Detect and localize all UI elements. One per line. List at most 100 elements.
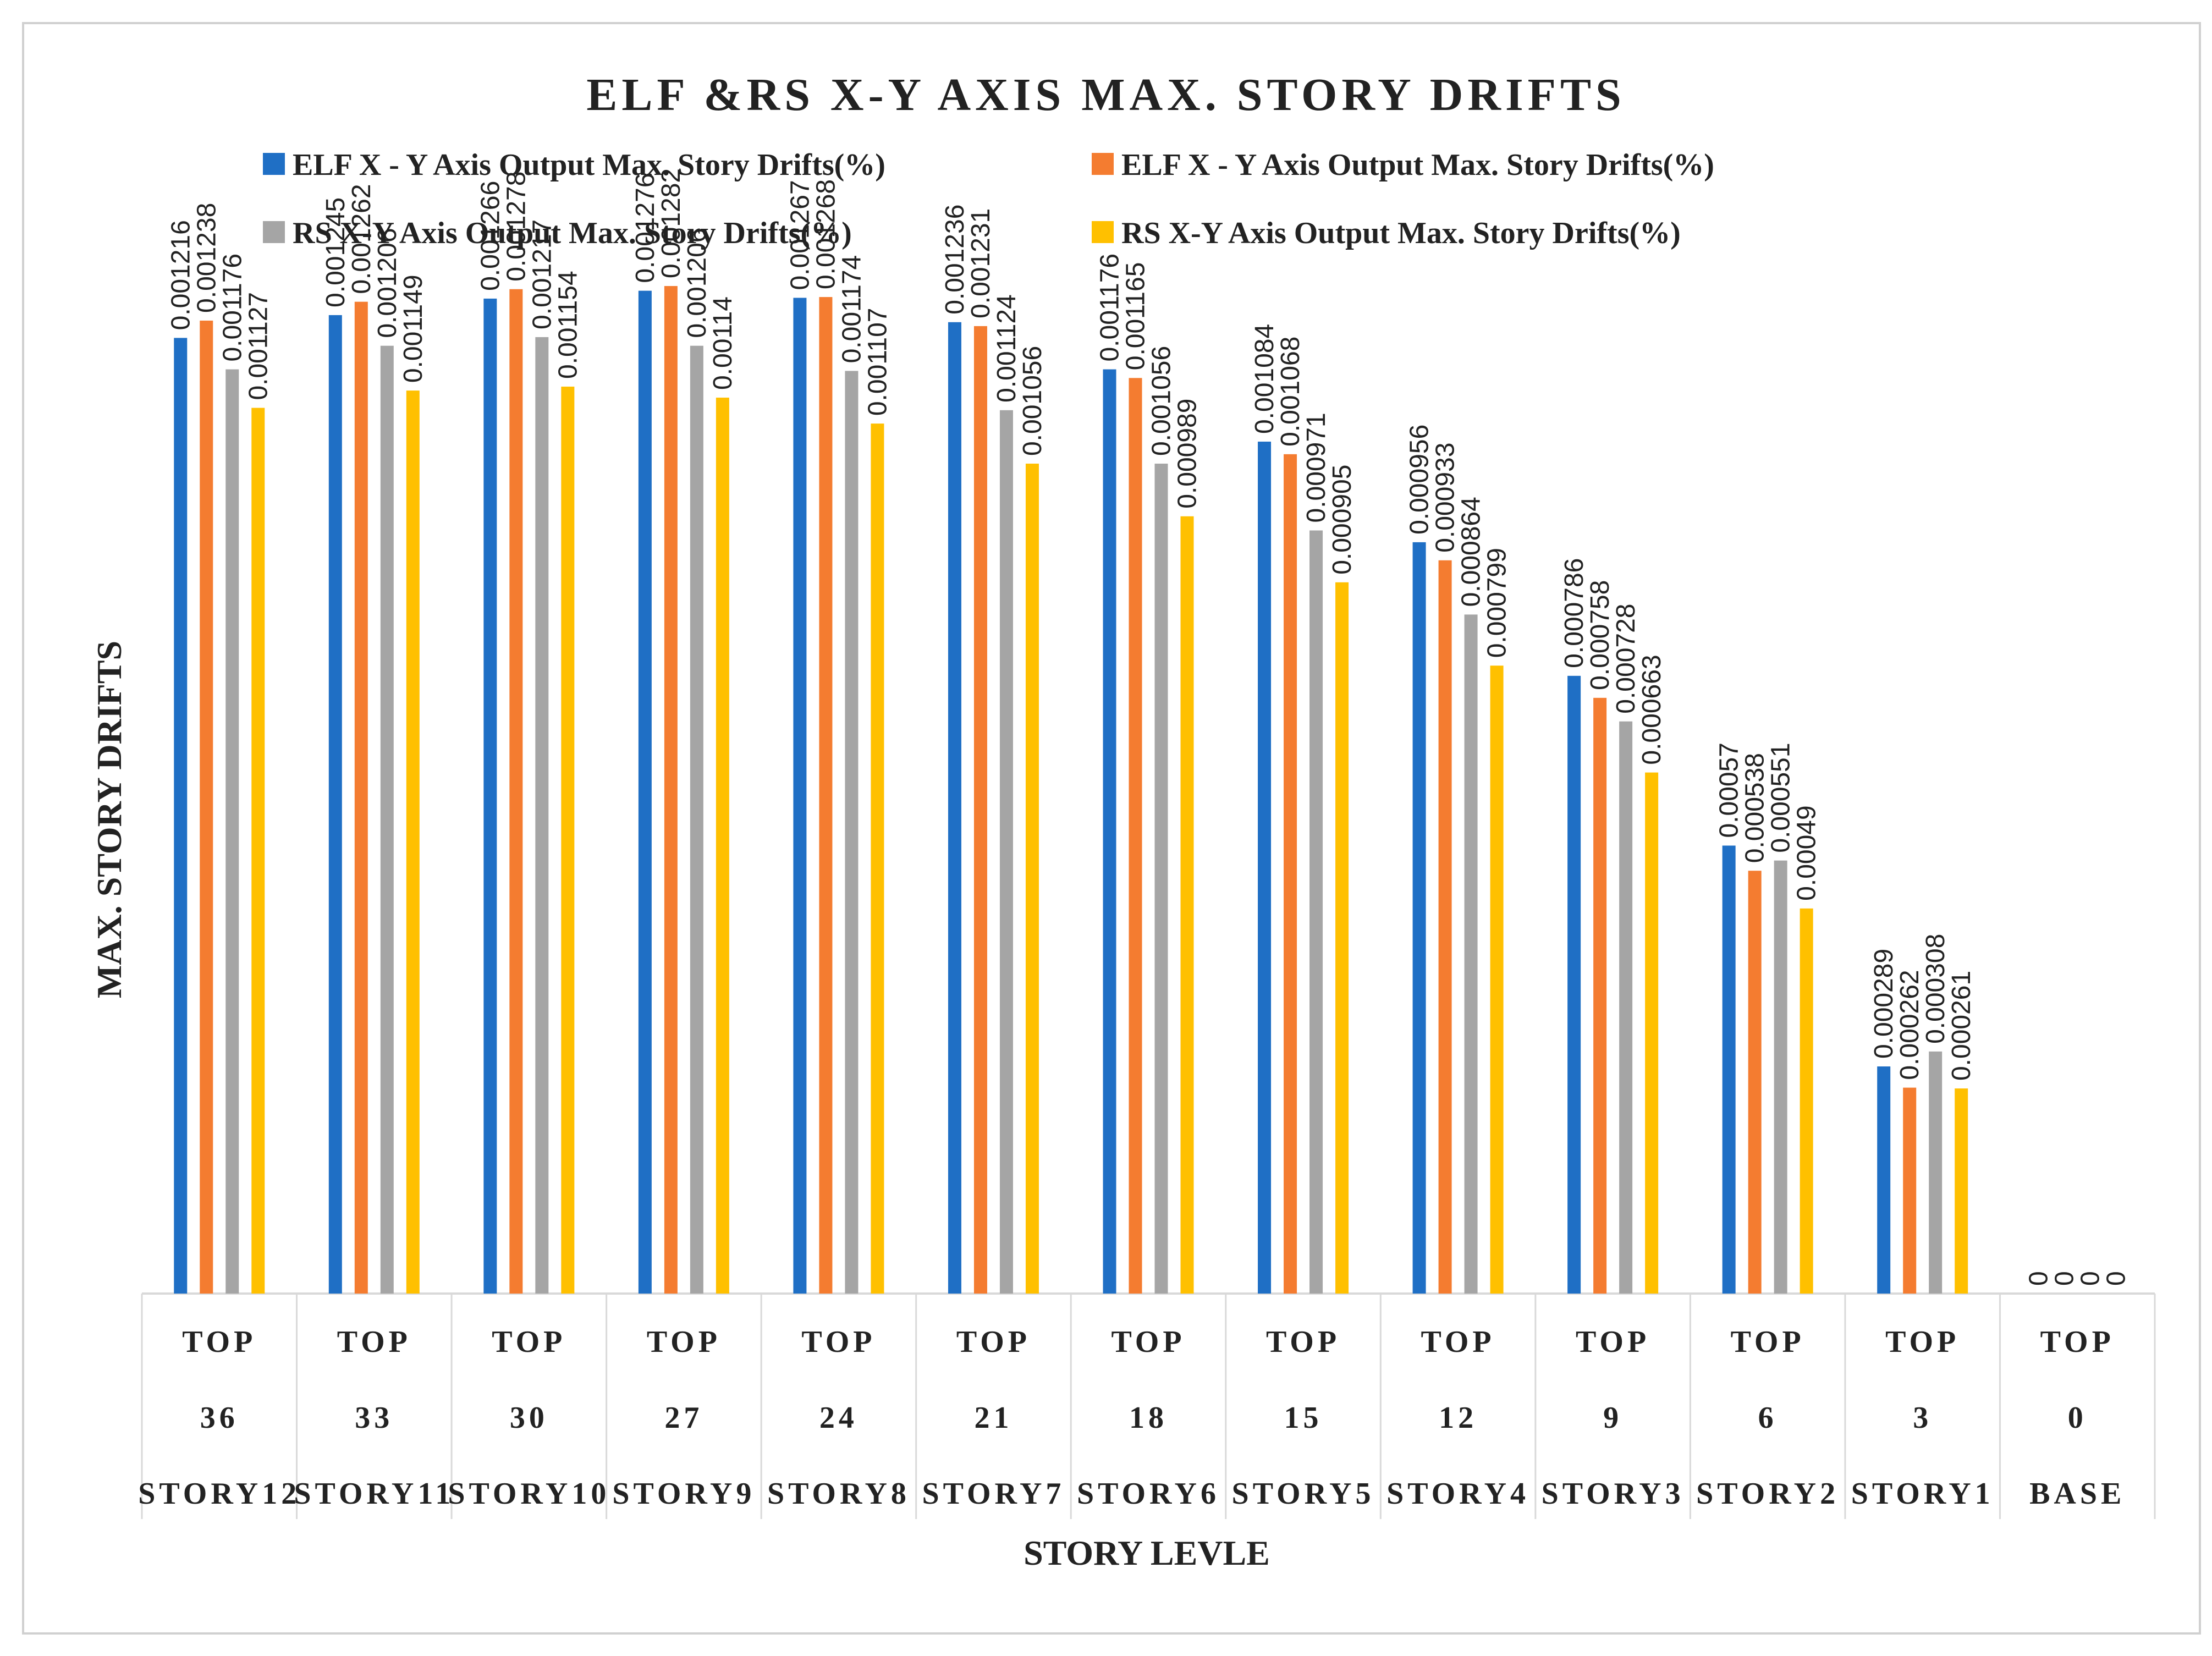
bar-3-7 — [1335, 582, 1349, 1294]
bar-3-10 — [1800, 908, 1813, 1294]
bar-3-5 — [1025, 464, 1039, 1294]
tick-label-level: 9 — [1603, 1401, 1622, 1435]
tick-label-story: STORY7 — [922, 1477, 1065, 1511]
data-label-0-5: 0.001236 — [940, 205, 970, 315]
bar-0-10 — [1722, 845, 1736, 1294]
x-axis-title: STORY LEVLE — [1024, 1533, 1270, 1572]
bar-1-1 — [354, 301, 368, 1294]
data-label-0-9: 0.000786 — [1560, 558, 1589, 668]
bar-0-3 — [638, 290, 652, 1294]
tick-label-level: 3 — [1913, 1401, 1932, 1435]
data-label-1-7: 0.001068 — [1276, 337, 1305, 447]
tick-label-level: 33 — [355, 1401, 393, 1435]
tick-label-story: STORY8 — [767, 1477, 910, 1511]
bar-2-8 — [1464, 614, 1478, 1294]
legend-swatch-elf-blue — [263, 153, 285, 175]
data-label-3-3: 0.00114 — [708, 296, 738, 390]
bar-0-4 — [793, 298, 807, 1294]
bar-0-5 — [948, 322, 961, 1294]
tick-label-top: TOP — [647, 1325, 721, 1359]
tick-label-top: TOP — [337, 1325, 411, 1359]
bar-1-6 — [1129, 378, 1142, 1294]
tick-label-top: TOP — [182, 1325, 256, 1359]
legend-swatch-elf-orange — [1092, 153, 1114, 175]
data-label-1-8: 0.000933 — [1431, 443, 1460, 553]
legend: ELF X - Y Axis Output Max. Story Drifts(… — [263, 148, 1714, 250]
tick-label-top: TOP — [801, 1325, 876, 1359]
tick-label-story: STORY2 — [1696, 1477, 1839, 1511]
bar-2-7 — [1309, 530, 1323, 1294]
y-axis-title: MAX. STORY DRIFTS — [90, 641, 129, 998]
data-label-3-0: 0.001127 — [244, 292, 273, 400]
bar-1-11 — [1903, 1087, 1917, 1294]
bar-2-9 — [1619, 721, 1633, 1294]
tick-label-level: 24 — [819, 1401, 858, 1435]
tick-label-story: STORY9 — [612, 1477, 755, 1511]
bar-0-2 — [483, 298, 497, 1294]
data-label-2-4: 0.001174 — [837, 255, 866, 364]
data-label-0-2: 0.001266 — [476, 181, 505, 291]
bar-3-1 — [406, 390, 420, 1294]
tick-label-level: 15 — [1284, 1401, 1323, 1435]
bar-2-5 — [999, 410, 1013, 1294]
tick-label-level: 12 — [1439, 1401, 1477, 1435]
bar-0-8 — [1412, 542, 1426, 1294]
data-label-3-2: 0.001154 — [553, 271, 582, 379]
bar-1-4 — [819, 297, 833, 1294]
legend-item-rs-yellow: RS X-Y Axis Output Max. Story Drifts(%) — [1092, 216, 1681, 250]
data-label-1-2: 0.001278 — [502, 172, 531, 282]
bar-3-6 — [1180, 516, 1194, 1294]
tick-label-top: TOP — [1421, 1325, 1495, 1359]
data-label-0-1: 0.001245 — [321, 197, 350, 307]
data-label-1-11: 0.000262 — [1895, 970, 1924, 1080]
bar-1-8 — [1438, 560, 1452, 1294]
data-label-2-9: 0.000728 — [1611, 604, 1641, 714]
data-label-3-9: 0.000663 — [1637, 654, 1666, 764]
data-label-3-4: 0.001107 — [863, 307, 892, 416]
data-label-3-11: 0.000261 — [1947, 971, 1976, 1081]
tick-label-top: TOP — [1266, 1325, 1340, 1359]
data-label-2-12: 0 — [2076, 1271, 2105, 1286]
data-label-0-10: 0.00057 — [1715, 742, 1744, 838]
data-label-3-7: 0.000905 — [1328, 465, 1357, 575]
data-label-0-7: 0.001084 — [1250, 324, 1279, 434]
tick-label-top: TOP — [956, 1325, 1031, 1359]
data-label-3-1: 0.001149 — [399, 274, 428, 383]
data-label-0-12: 0 — [2024, 1271, 2054, 1286]
bar-0-1 — [328, 315, 342, 1294]
tick-label-story: STORY5 — [1232, 1477, 1375, 1511]
bar-1-0 — [200, 320, 213, 1294]
tick-label-top: TOP — [1111, 1325, 1185, 1359]
bar-3-3 — [716, 397, 729, 1294]
bar-3-11 — [1955, 1088, 1968, 1294]
bar-1-5 — [973, 326, 987, 1294]
data-label-1-5: 0.001231 — [966, 208, 995, 318]
data-label-2-0: 0.001176 — [218, 254, 247, 362]
bar-3-8 — [1490, 665, 1504, 1294]
bar-2-1 — [380, 345, 394, 1294]
legend-label-elf-orange: ELF X - Y Axis Output Max. Story Drifts(… — [1121, 148, 1714, 182]
bar-0-11 — [1877, 1066, 1891, 1294]
data-label-0-11: 0.000289 — [1869, 949, 1899, 1059]
data-label-2-8: 0.000864 — [1457, 497, 1486, 607]
data-label-2-6: 0.001056 — [1147, 346, 1176, 456]
tick-label-story: BASE — [2029, 1477, 2125, 1511]
chart-title: ELF &RS X-Y AXIS MAX. STORY DRIFTS — [586, 69, 1625, 120]
tick-label-top: TOP — [1885, 1325, 1960, 1359]
tick-label-story: STORY4 — [1386, 1477, 1529, 1511]
data-label-2-7: 0.000971 — [1302, 412, 1331, 522]
bar-2-11 — [1929, 1051, 1943, 1294]
bar-2-2 — [535, 337, 549, 1294]
legend-item-elf-blue: ELF X - Y Axis Output Max. Story Drifts(… — [263, 148, 885, 182]
data-label-0-3: 0.001276 — [631, 173, 660, 283]
legend-label-rs-gray: RS X-Y Axis Output Max. Story Drifts(%) — [293, 216, 852, 250]
bar-1-7 — [1284, 454, 1297, 1294]
data-label-1-9: 0.000758 — [1586, 580, 1615, 690]
tick-label-story: STORY1 — [1851, 1477, 1994, 1511]
tick-label-level: 27 — [664, 1401, 703, 1435]
tick-label-story: STORY10 — [448, 1477, 610, 1511]
bar-1-9 — [1593, 697, 1607, 1294]
plot-area: 0.0012160.0012380.0011760.001127TOP36STO… — [138, 168, 2156, 1519]
data-label-1-6: 0.001165 — [1121, 262, 1151, 371]
tick-label-level: 30 — [510, 1401, 548, 1435]
